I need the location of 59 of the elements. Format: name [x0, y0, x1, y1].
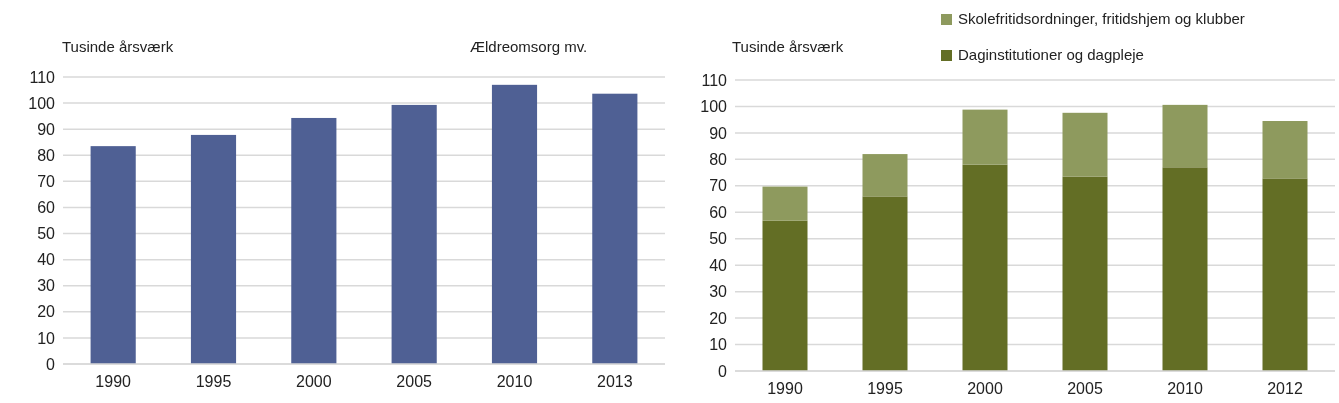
y-tick-label: 10: [37, 329, 56, 347]
y-tick-label: 70: [709, 177, 728, 195]
y-tick-label: 20: [37, 303, 56, 321]
x-tick-label: 1990: [767, 380, 803, 398]
x-tick-label: 2010: [1167, 380, 1203, 398]
bar: [1062, 176, 1108, 371]
x-tick-label: 2000: [967, 380, 1003, 398]
bar: [90, 146, 136, 364]
x-tick-label: 2012: [1267, 380, 1303, 398]
y-tick-label: 100: [700, 98, 728, 116]
bar: [1162, 167, 1208, 371]
legend-label: Skolefritidsordninger, fritidshjem og klubber: [958, 10, 1245, 27]
x-tick-label: 2005: [1067, 380, 1103, 398]
bar: [1262, 121, 1308, 179]
bar: [291, 117, 337, 364]
x-tick-label: 2013: [597, 373, 633, 391]
y-tick-label: 80: [709, 150, 728, 168]
bar: [1162, 104, 1208, 168]
y-tick-label: 40: [709, 256, 728, 274]
bar: [962, 109, 1008, 165]
chart-title: Ældreomsorg mv.: [470, 38, 588, 55]
y-tick-label: 40: [37, 251, 56, 269]
bar: [491, 84, 538, 364]
bar: [592, 93, 638, 364]
bar: [862, 196, 908, 371]
bar: [762, 186, 808, 221]
y-tick-label: 90: [709, 124, 728, 142]
y-tick-label: 60: [37, 199, 56, 217]
y-tick-label: 0: [718, 362, 728, 380]
bar: [391, 104, 437, 364]
bar: [762, 220, 808, 371]
x-tick-label: 1995: [195, 373, 232, 391]
y-tick-label: 0: [46, 355, 56, 373]
y-tick-label: 30: [709, 283, 728, 301]
x-tick-label: 2010: [496, 373, 533, 391]
y-tick-label: 110: [701, 71, 728, 89]
y-tick-label: 20: [709, 309, 728, 327]
y-tick-label: 50: [709, 230, 728, 248]
y-tick-label: 90: [37, 120, 56, 138]
x-tick-label: 1995: [867, 380, 903, 398]
y-tick-label: 100: [28, 94, 56, 112]
x-tick-label: 1990: [95, 373, 132, 391]
bar: [1262, 178, 1308, 371]
y-axis-title: Tusinde årsværk: [62, 38, 174, 55]
bar: [962, 164, 1008, 371]
x-tick-label: 2005: [396, 373, 433, 391]
bar: [862, 154, 908, 197]
bar: [1062, 112, 1108, 177]
y-axis-title: Tusinde årsværk: [732, 38, 844, 55]
y-tick-label: 110: [29, 68, 56, 86]
y-tick-label: 10: [709, 336, 728, 354]
bar: [190, 134, 237, 364]
y-tick-label: 70: [37, 172, 56, 190]
y-tick-label: 60: [709, 203, 728, 221]
y-tick-label: 30: [37, 277, 56, 295]
y-tick-label: 50: [37, 225, 56, 243]
y-tick-label: 80: [37, 146, 56, 164]
x-tick-label: 2000: [296, 373, 332, 391]
legend-label: Daginstitutioner og dagpleje: [958, 46, 1144, 63]
